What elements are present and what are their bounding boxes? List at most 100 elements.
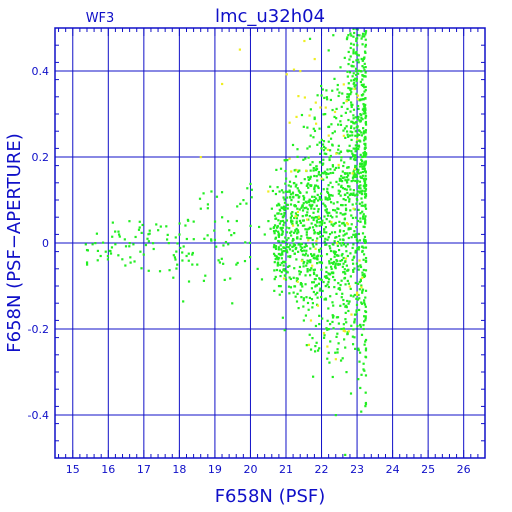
data-point-green xyxy=(303,260,306,264)
data-point-green xyxy=(333,130,336,133)
data-point-green xyxy=(286,251,289,254)
data-point-green xyxy=(133,260,136,263)
data-point-green xyxy=(326,283,329,286)
data-point-green xyxy=(285,249,288,252)
data-point-green xyxy=(321,317,324,320)
data-point-green xyxy=(359,220,362,223)
data-point-green xyxy=(173,256,177,259)
data-point-green xyxy=(147,240,150,243)
data-point-green xyxy=(347,50,350,54)
data-point-green xyxy=(292,291,295,294)
data-point-green xyxy=(142,253,145,256)
data-point-yellow xyxy=(344,257,348,260)
data-point-green xyxy=(352,27,355,31)
data-point-green xyxy=(277,246,280,249)
data-point-green xyxy=(320,94,323,97)
data-point-green xyxy=(313,268,316,271)
data-point-green xyxy=(325,210,328,213)
data-point-green xyxy=(296,170,300,173)
data-point-green xyxy=(273,214,277,217)
data-point-green xyxy=(85,263,89,266)
data-point-green xyxy=(280,206,283,209)
data-point-green xyxy=(327,184,330,187)
data-point-green xyxy=(364,319,367,322)
data-point-green xyxy=(348,198,351,201)
x-tick-label: 26 xyxy=(457,463,471,476)
data-point-green xyxy=(227,220,230,223)
data-point-green xyxy=(181,259,184,262)
data-point-green xyxy=(329,214,332,217)
data-point-green xyxy=(364,85,367,89)
data-point-green xyxy=(346,269,350,272)
data-point-green xyxy=(355,262,359,265)
data-point-green xyxy=(324,147,327,150)
data-point-green xyxy=(362,320,366,323)
data-point-green xyxy=(360,134,363,137)
data-point-green xyxy=(280,257,283,260)
data-point-green xyxy=(318,127,321,130)
data-point-green xyxy=(316,193,319,197)
data-point-green xyxy=(356,247,359,251)
data-point-green xyxy=(347,185,350,188)
data-point-green xyxy=(364,241,367,245)
data-point-green xyxy=(305,206,308,209)
data-point-green xyxy=(316,185,320,188)
data-point-green xyxy=(239,202,242,205)
data-point-green xyxy=(322,336,326,339)
data-point-green xyxy=(325,173,328,176)
data-point-green xyxy=(354,158,357,162)
data-point-green xyxy=(344,305,347,308)
data-point-green xyxy=(311,203,314,207)
data-point-green xyxy=(288,264,291,268)
data-point-green xyxy=(353,230,356,233)
data-point-green xyxy=(172,276,175,279)
data-point-green xyxy=(299,289,302,292)
data-point-green xyxy=(349,294,353,297)
data-point-green xyxy=(352,122,355,125)
data-point-green xyxy=(341,187,345,190)
data-point-green xyxy=(286,190,289,193)
data-point-green xyxy=(322,188,325,191)
data-point-green xyxy=(277,285,281,288)
data-point-green xyxy=(363,343,366,346)
data-point-green xyxy=(358,133,361,137)
x-tick-label: 21 xyxy=(279,463,293,476)
data-point-green xyxy=(321,289,324,293)
data-point-green xyxy=(363,150,366,153)
data-point-green xyxy=(362,258,365,261)
data-point-green xyxy=(335,215,338,218)
data-point-green xyxy=(304,314,308,317)
data-point-green xyxy=(175,267,178,270)
data-point-yellow xyxy=(320,177,323,180)
data-point-green xyxy=(273,278,276,281)
data-point-green xyxy=(359,325,362,328)
data-point-green xyxy=(305,233,308,236)
data-point-green xyxy=(342,129,345,132)
data-point-green xyxy=(328,156,331,159)
data-point-green xyxy=(352,48,355,51)
data-point-green xyxy=(351,176,355,179)
data-point-green xyxy=(312,216,316,219)
data-point-green xyxy=(314,293,317,296)
data-point-green xyxy=(288,189,291,192)
data-point-green xyxy=(342,198,345,201)
data-point-green xyxy=(172,254,175,257)
data-point-green xyxy=(362,327,365,331)
data-point-green xyxy=(337,148,340,151)
data-point-green xyxy=(355,70,358,73)
data-point-green xyxy=(353,127,356,130)
data-point-green xyxy=(185,237,188,241)
data-point-green xyxy=(364,296,367,299)
data-point-green xyxy=(335,211,338,214)
data-point-green xyxy=(346,133,349,136)
data-point-green xyxy=(329,168,332,171)
data-point-green xyxy=(319,247,322,250)
data-point-green xyxy=(341,292,344,295)
data-point-yellow xyxy=(326,148,330,151)
data-point-green xyxy=(326,191,330,194)
data-point-yellow xyxy=(345,221,349,225)
data-point-green xyxy=(198,197,202,200)
y-tick-label: 0 xyxy=(42,237,49,250)
